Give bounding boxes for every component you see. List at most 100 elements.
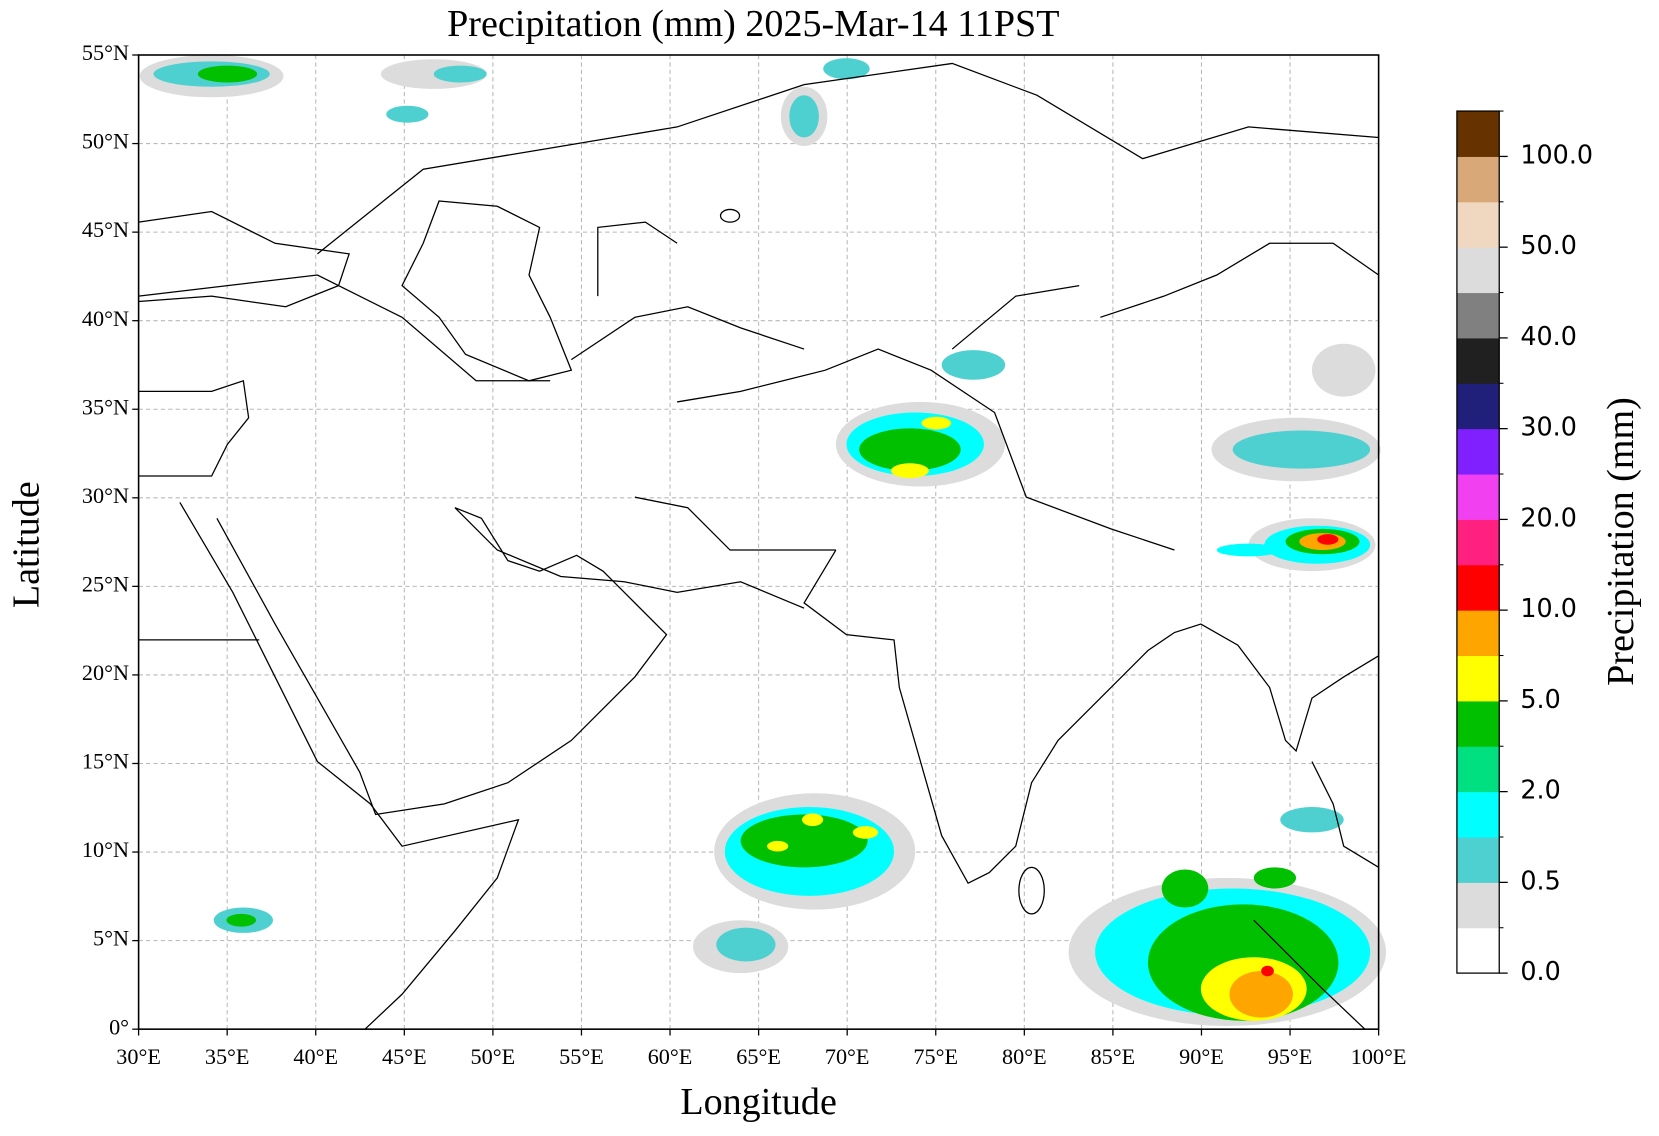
x-axis-label: Longitude: [680, 1081, 837, 1123]
precip-areas: [139, 55, 1387, 1026]
colorbar-label: Precipitation (mm): [1600, 397, 1642, 686]
colorbar-band: [1456, 791, 1500, 838]
precip-area: [1261, 965, 1274, 977]
y-tick-label: 30°N: [82, 483, 129, 508]
y-tick-label: 50°N: [82, 129, 129, 154]
colorbar-tick-label: 2.0: [1520, 775, 1560, 805]
precip-area: [1317, 534, 1339, 545]
y-tick-label: 5°N: [93, 926, 129, 951]
y-tick-label: 35°N: [82, 394, 129, 419]
precip-area: [1216, 543, 1281, 557]
precip-area: [941, 350, 1006, 380]
y-tick-label: 45°N: [82, 217, 129, 242]
precip-area: [716, 927, 776, 962]
colorbar-band: [1456, 428, 1500, 475]
border: [138, 62, 1379, 641]
x-tick-label: 65°E: [736, 1044, 781, 1069]
precip-area: [767, 840, 789, 852]
y-tick-label: 0°: [109, 1014, 129, 1039]
precip-area: [386, 105, 429, 123]
y-tick-label: 15°N: [82, 749, 129, 774]
coastline: [1253, 919, 1366, 1030]
coastlines: [138, 62, 1379, 1030]
colorbar-band: [1456, 383, 1500, 430]
precip-area: [740, 814, 868, 868]
colorbar-tick-label: 100.0: [1520, 139, 1593, 169]
colorbar-band: [1456, 655, 1500, 702]
coastline: [803, 549, 1379, 885]
precip-area: [1232, 430, 1371, 469]
x-tick-label: 45°E: [382, 1044, 427, 1069]
colorbar-band: [1456, 337, 1500, 384]
y-tick-label: 20°N: [82, 660, 129, 685]
colorbar-band: [1456, 927, 1500, 974]
colorbar-tick-label: 5.0: [1520, 684, 1560, 714]
x-tick-label: 100°E: [1351, 1044, 1407, 1069]
x-tick-label: 75°E: [913, 1044, 958, 1069]
colorbar-band: [1456, 292, 1500, 339]
precip-area: [1311, 343, 1376, 397]
precip-area: [1280, 807, 1344, 833]
colorbar-band: [1456, 836, 1500, 883]
precip-area: [1229, 970, 1293, 1018]
precip-area: [1253, 867, 1297, 889]
colorbar-band: [1456, 156, 1500, 203]
coastline: [1311, 761, 1379, 868]
colorbar-band: [1456, 746, 1500, 793]
colorbar-tick-label: 40.0: [1520, 321, 1577, 351]
coastline: [401, 200, 573, 382]
coastline: [1018, 866, 1045, 915]
x-tick-label: 70°E: [825, 1044, 870, 1069]
colorbar-band: [1456, 700, 1500, 747]
colorbar-band: [1456, 111, 1500, 157]
precip-area: [1161, 869, 1209, 908]
y-axis-label: Latitude: [5, 481, 47, 608]
colorbar-frame: [1456, 110, 1500, 974]
x-tick-label: 95°E: [1268, 1044, 1313, 1069]
x-tick-label: 50°E: [471, 1044, 516, 1069]
colorbar-tick-label: 10.0: [1520, 593, 1577, 623]
x-tick-label: 90°E: [1179, 1044, 1224, 1069]
colorbar-band: [1456, 519, 1500, 566]
lake: [719, 208, 741, 223]
colorbar-band: [1456, 564, 1500, 611]
x-tick-label: 85°E: [1091, 1044, 1136, 1069]
colorbar-tick-label: 20.0: [1520, 502, 1577, 532]
x-tick-label: 30°E: [116, 1044, 161, 1069]
colorbar-tick-label: 0.0: [1520, 956, 1560, 986]
coastline: [138, 379, 250, 477]
axes: 30°E 35°E 40°E 45°E 50°E 55°E 60°E 65°E 70°E 75°E…: [82, 40, 1407, 1069]
precip-area: [226, 913, 257, 927]
precip-area: [789, 95, 819, 138]
precip-area: [859, 428, 961, 471]
coastline: [216, 507, 805, 816]
y-tick-label: 40°N: [82, 306, 129, 331]
map-title: Precipitation (mm) 2025-Mar-14 11PST: [447, 3, 1059, 45]
colorbar-band: [1456, 882, 1500, 929]
colorbar-band: [1456, 474, 1500, 520]
colorbar: 0.0 0.5 2.0 5.0 10.0 20.0 30.0 40.0 50.0 100.0: [1456, 110, 1593, 986]
coastline: [179, 502, 520, 1030]
colorbar-tick-label: 30.0: [1520, 412, 1577, 442]
coastline: [138, 210, 350, 308]
x-tick-label: 40°E: [293, 1044, 338, 1069]
x-tick-label: 60°E: [648, 1044, 693, 1069]
colorbar-band: [1456, 610, 1500, 657]
precip-area: [890, 463, 929, 479]
colorbar-band: [1456, 247, 1500, 294]
precip-area: [921, 416, 952, 430]
y-tick-label: 25°N: [82, 571, 129, 596]
x-tick-label: 80°E: [1002, 1044, 1047, 1069]
precip-area: [433, 65, 487, 83]
precip-area: [852, 826, 879, 839]
x-tick-label: 35°E: [205, 1044, 250, 1069]
y-tick-label: 10°N: [82, 837, 129, 862]
colorbar-band: [1456, 201, 1500, 248]
x-tick-label: 55°E: [559, 1044, 604, 1069]
precip-area: [823, 58, 870, 80]
colorbar-tick-label: 50.0: [1520, 230, 1577, 260]
precip-area: [197, 65, 258, 83]
precip-area: [801, 813, 824, 827]
